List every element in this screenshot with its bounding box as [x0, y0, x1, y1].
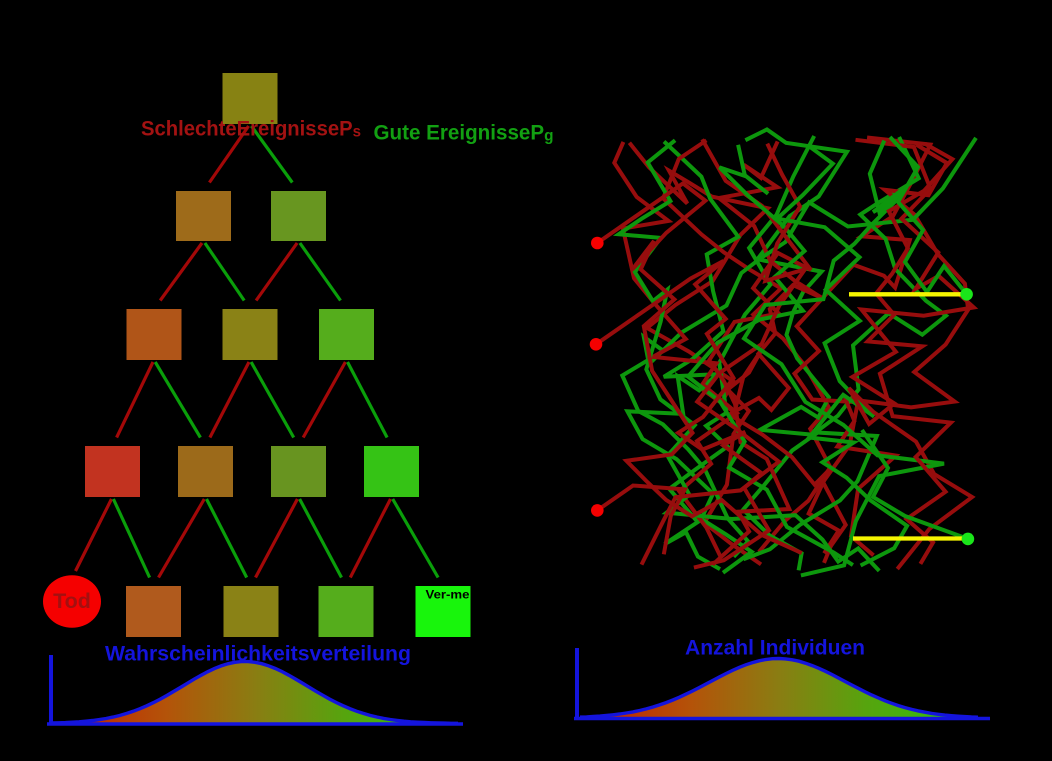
svg-text:Tod: Tod [53, 589, 91, 613]
svg-text:SchlechteEreignissePs: SchlechteEreignissePs [141, 117, 361, 141]
svg-text:Ver-me: Ver-me [426, 588, 470, 602]
svg-text:Anzahl Individuen: Anzahl Individuen [685, 636, 865, 660]
svg-text:Gute EreignissePg: Gute EreignissePg [374, 121, 554, 145]
